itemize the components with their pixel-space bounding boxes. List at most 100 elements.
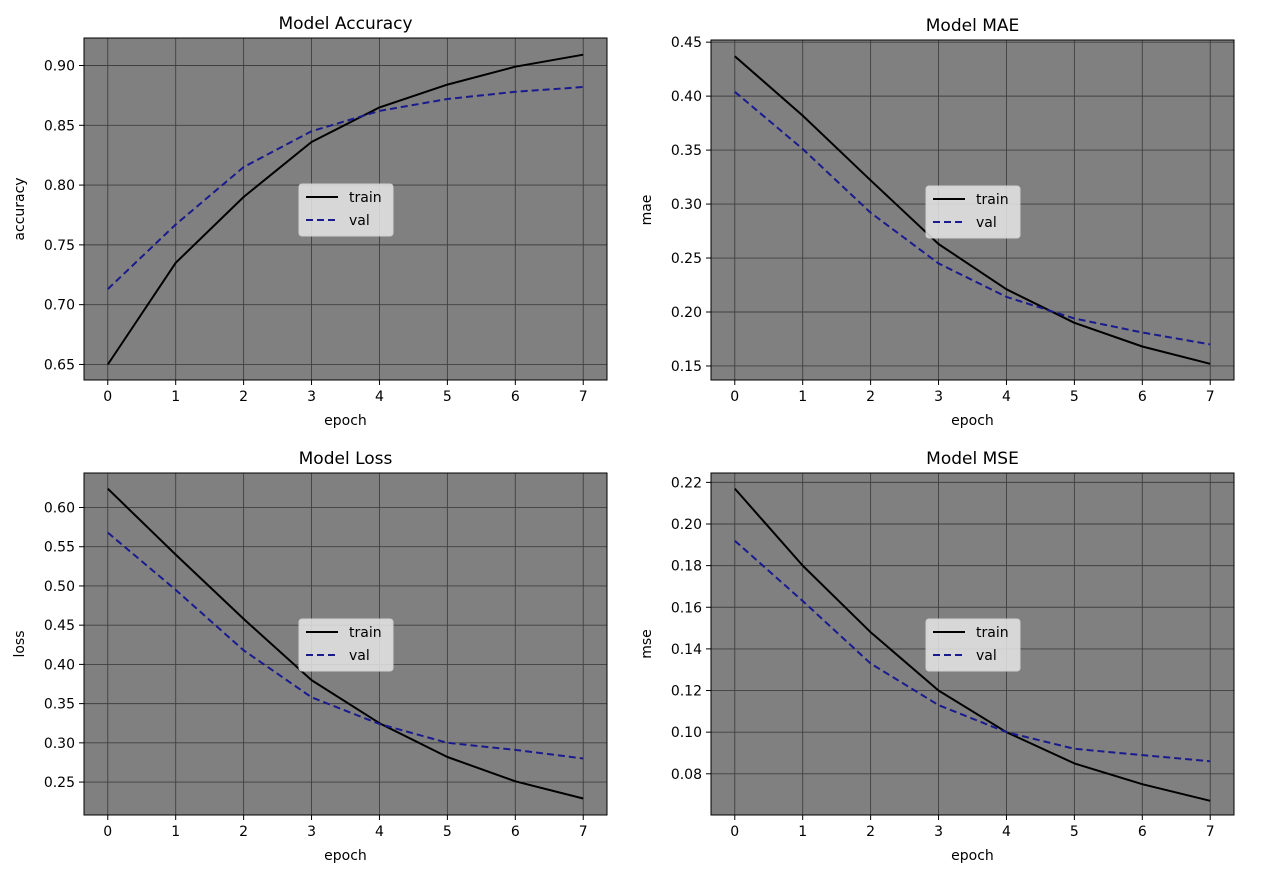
x-axis-label: epoch [951, 413, 994, 429]
x-tick-label: 6 [511, 824, 520, 840]
chart-panel-accuracy: 0 1 2 3 4 5 6 7 0.65 0.70 0.75 0.80 0.85 0.90 Model Ac… [12, 14, 608, 429]
y-tick-label: 0.80 [44, 178, 75, 194]
x-tick-label: 1 [171, 824, 180, 840]
series-line-train [106, 53, 584, 366]
chart-panel-mse: 0 1 2 3 4 5 6 7 0.08 0.10 0.12 0.14 0.16 0.18 0.20 0.22… [639, 449, 1235, 864]
legend: train val [298, 183, 394, 237]
y-tick-label: 0.35 [671, 143, 702, 159]
x-tick-label: 5 [1070, 389, 1079, 405]
y-tick-label: 0.90 [44, 59, 75, 75]
y-tick-label: 0.18 [671, 559, 702, 575]
chart-panel-loss: 0 1 2 3 4 5 6 7 0.25 0.30 0.35 0.40 0.45 0.50 0.55 0.60… [12, 449, 608, 864]
series-line-val [107, 86, 584, 290]
series-line-val [107, 531, 584, 760]
x-tick-label: 6 [1138, 824, 1147, 840]
x-tick-label: 7 [579, 389, 588, 405]
y-tick-label: 0.15 [671, 359, 702, 375]
legend-label-val: val [349, 213, 370, 229]
x-tick-label: 5 [1070, 824, 1079, 840]
y-axis-label: accuracy [12, 177, 28, 240]
x-tick-label: 7 [579, 824, 588, 840]
axes-frame [710, 39, 1235, 381]
x-axis-label: epoch [324, 413, 367, 429]
x-tick-label: 6 [1138, 389, 1147, 405]
y-tick-label: 0.16 [671, 600, 702, 616]
chart-title: Model Loss [299, 449, 393, 469]
x-tick-label: 1 [171, 389, 180, 405]
y-tick-label: 0.75 [44, 238, 75, 254]
y-tick-label: 0.85 [44, 118, 75, 134]
legend: train val [298, 618, 394, 672]
x-tick-label: 5 [443, 389, 452, 405]
legend-label-val: val [976, 648, 997, 664]
axes-frame [710, 472, 1235, 816]
x-tick-label: 3 [934, 824, 943, 840]
y-tick-label: 0.55 [44, 540, 75, 556]
axes-frame [83, 472, 608, 816]
x-tick-label: 3 [307, 389, 316, 405]
legend: train val [925, 618, 1021, 672]
series-line-val [734, 91, 1211, 346]
x-tick-label: 4 [1002, 824, 1011, 840]
x-tick-label: 5 [443, 824, 452, 840]
y-tick-label: 0.30 [44, 736, 75, 752]
x-tick-label: 1 [798, 389, 807, 405]
y-tick-label: 0.08 [671, 767, 702, 783]
legend: train val [925, 185, 1021, 239]
chart-panel-mae: 0 1 2 3 4 5 6 7 0.15 0.20 0.25 0.30 0.35 0.40 0.45 Mode… [639, 16, 1235, 429]
x-tick-label: 2 [239, 824, 248, 840]
y-tick-label: 0.25 [671, 251, 702, 267]
chart-title: Model MAE [926, 16, 1019, 36]
y-tick-label: 0.70 [44, 298, 75, 314]
y-tick-label: 0.35 [44, 697, 75, 713]
legend-label-train: train [349, 190, 382, 206]
x-tick-label: 0 [103, 824, 112, 840]
x-axis-label: epoch [951, 848, 994, 864]
y-tick-label: 0.20 [671, 517, 702, 533]
legend-label-val: val [976, 215, 997, 231]
series-line-train [734, 487, 1211, 802]
y-tick-label: 0.45 [44, 618, 75, 634]
y-tick-label: 0.22 [671, 475, 702, 491]
y-tick-label: 0.20 [671, 305, 702, 321]
x-tick-label: 4 [375, 389, 384, 405]
series-line-train [107, 487, 584, 800]
y-tick-label: 0.40 [44, 657, 75, 673]
chart-title: Model Accuracy [278, 14, 412, 34]
x-tick-label: 3 [307, 824, 316, 840]
y-axis-label: mse [639, 629, 655, 659]
x-tick-label: 3 [934, 389, 943, 405]
y-axis-label: loss [12, 630, 28, 657]
legend-label-train: train [976, 625, 1009, 641]
legend-label-train: train [349, 625, 382, 641]
y-tick-label: 0.45 [671, 35, 702, 51]
y-tick-label: 0.50 [44, 579, 75, 595]
x-tick-label: 0 [730, 389, 739, 405]
y-tick-label: 0.30 [671, 197, 702, 213]
x-tick-label: 1 [798, 824, 807, 840]
legend-label-val: val [349, 648, 370, 664]
y-tick-label: 0.10 [671, 725, 702, 741]
y-tick-label: 0.65 [44, 357, 75, 373]
series-line-train [734, 55, 1211, 365]
x-tick-label: 2 [239, 389, 248, 405]
x-tick-label: 0 [730, 824, 739, 840]
x-tick-label: 4 [375, 824, 384, 840]
y-tick-label: 0.12 [671, 684, 702, 700]
series-line-val [734, 539, 1211, 763]
y-axis-label: mae [639, 195, 655, 226]
x-axis-label: epoch [324, 848, 367, 864]
y-tick-label: 0.40 [671, 89, 702, 105]
x-tick-label: 2 [866, 824, 875, 840]
axes-frame [83, 37, 608, 381]
x-tick-label: 7 [1206, 824, 1215, 840]
y-tick-label: 0.25 [44, 775, 75, 791]
x-tick-label: 0 [103, 389, 112, 405]
legend-label-train: train [976, 192, 1009, 208]
x-tick-label: 7 [1206, 389, 1215, 405]
y-tick-label: 0.60 [44, 501, 75, 517]
y-tick-label: 0.14 [671, 642, 702, 658]
chart-title: Model MSE [926, 449, 1019, 469]
x-tick-label: 6 [511, 389, 520, 405]
